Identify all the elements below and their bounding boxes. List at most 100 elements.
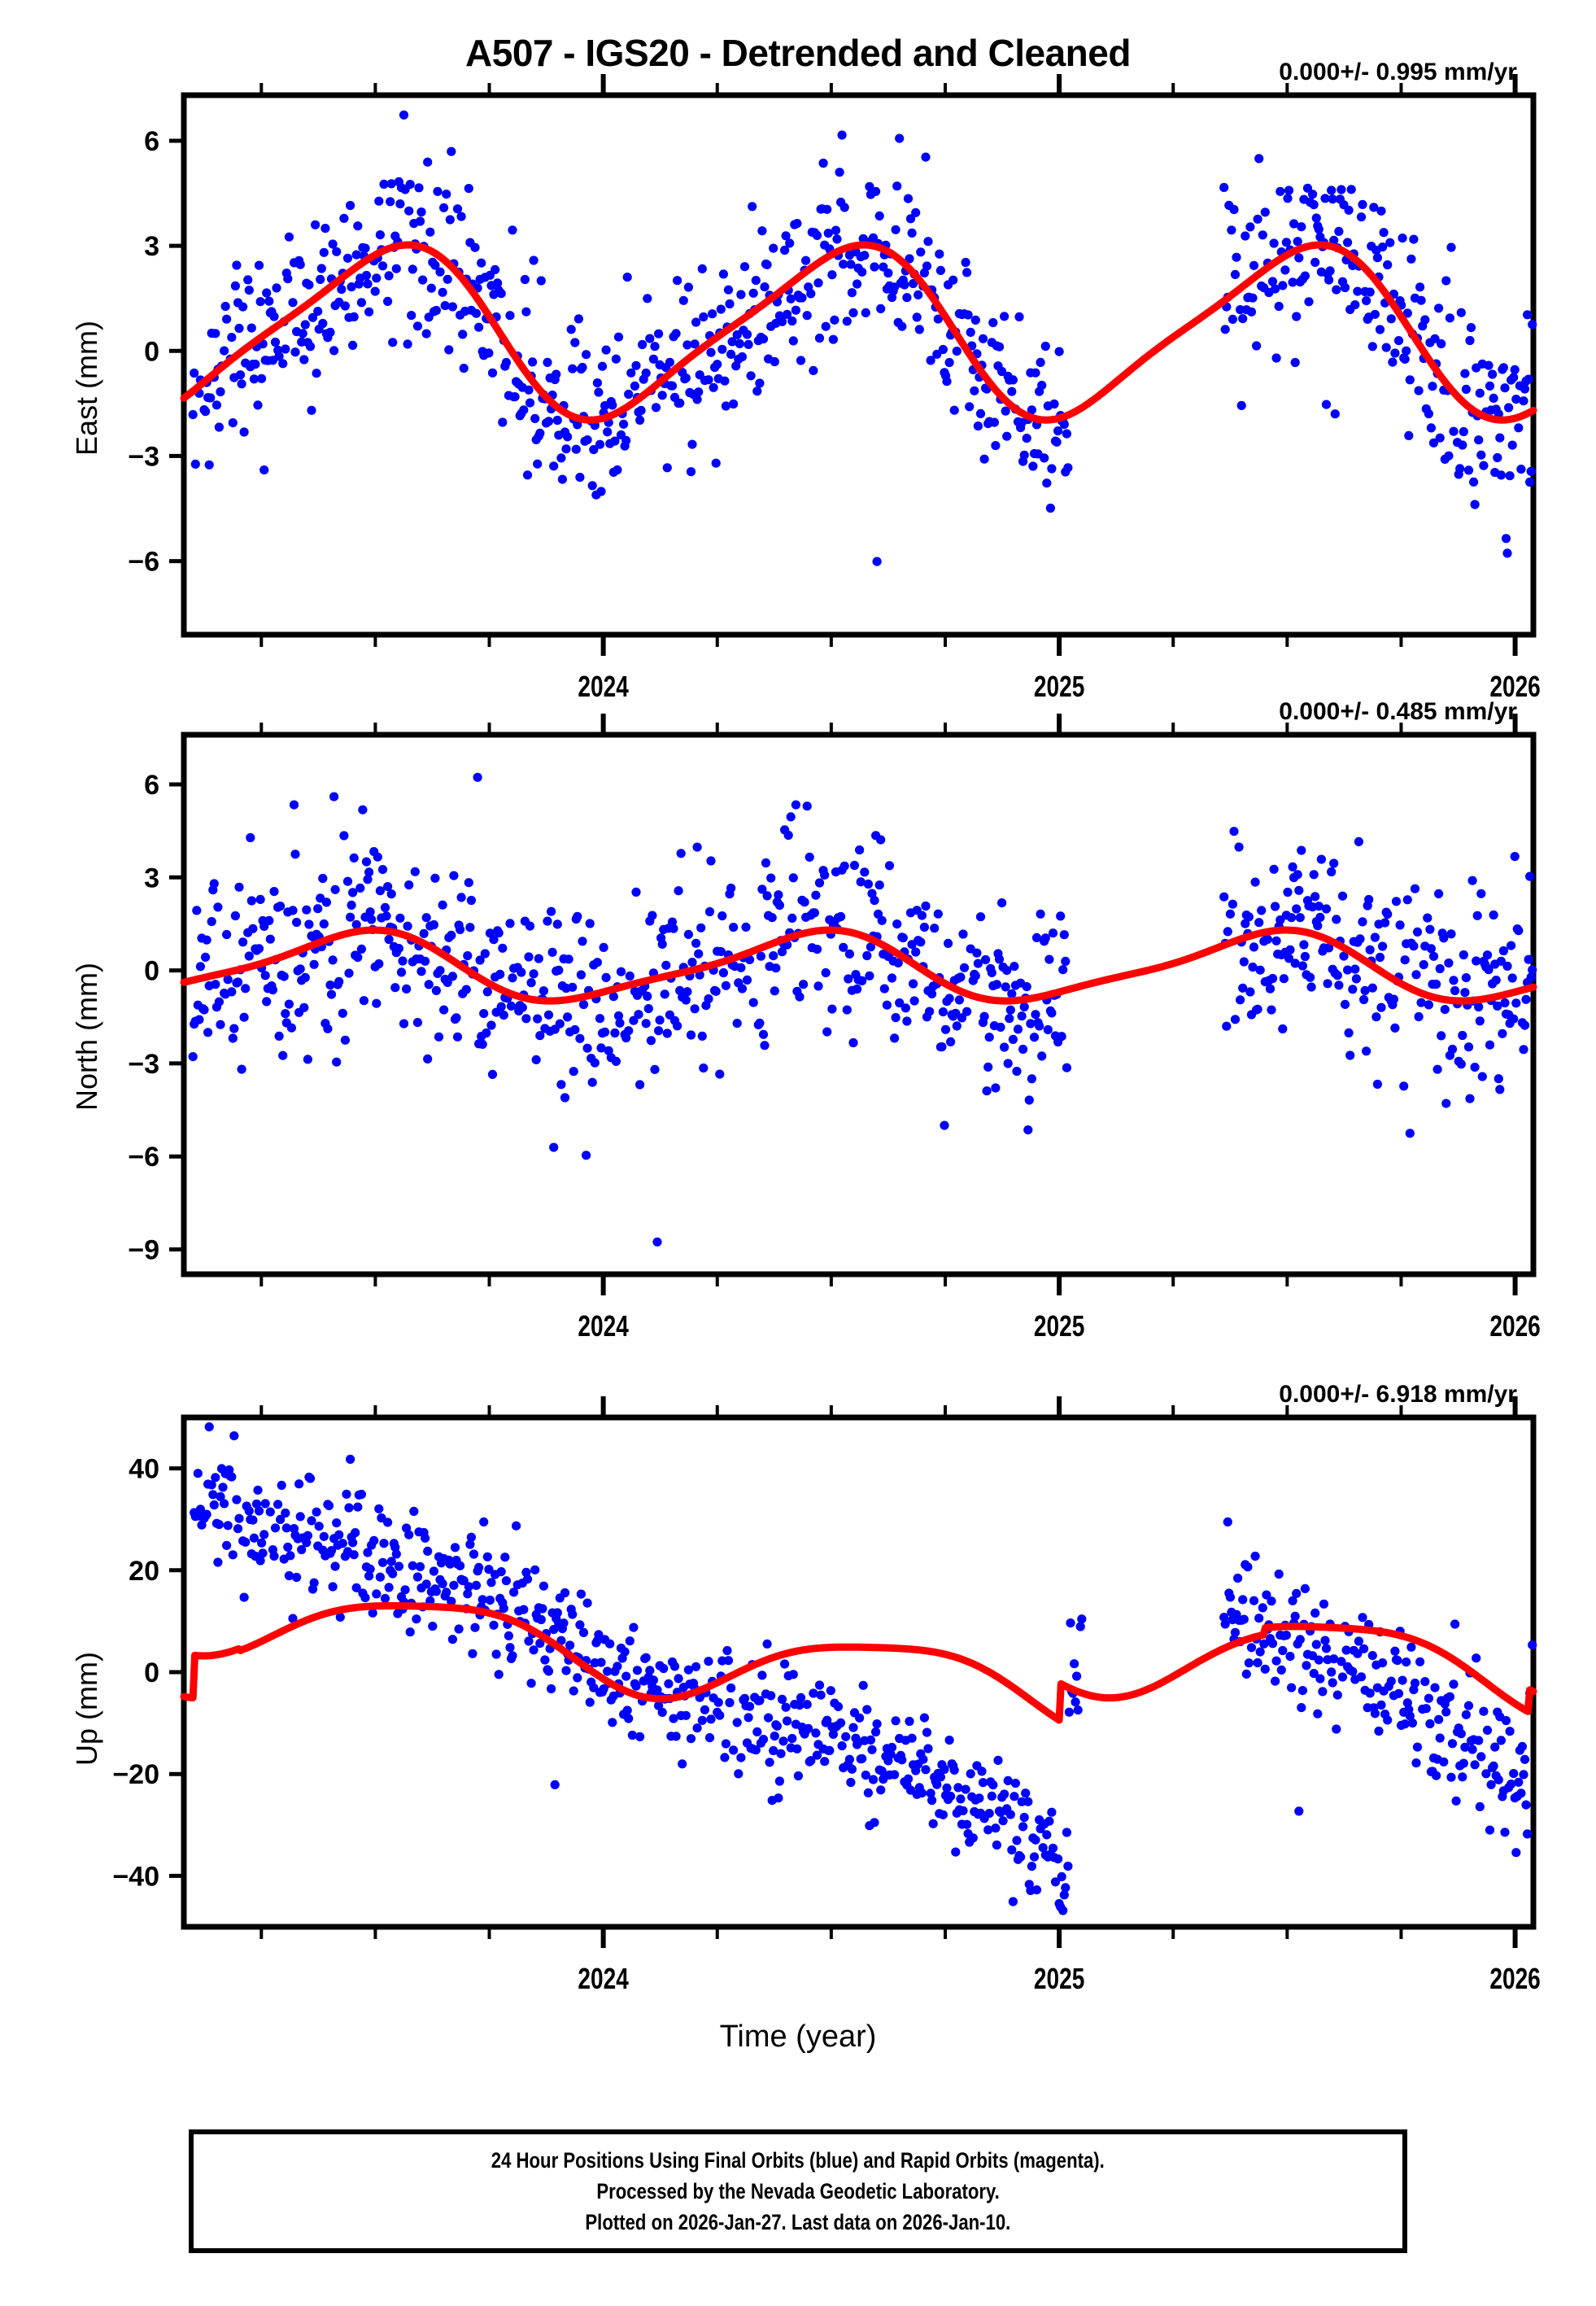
data-point bbox=[1022, 982, 1031, 992]
data-point bbox=[1412, 927, 1423, 937]
data-point bbox=[499, 335, 508, 345]
data-point bbox=[741, 1701, 751, 1710]
data-point bbox=[1012, 1067, 1022, 1077]
data-point bbox=[732, 1019, 742, 1029]
data-point bbox=[610, 436, 620, 446]
data-point bbox=[458, 330, 468, 339]
data-point bbox=[1262, 934, 1271, 944]
data-point bbox=[886, 947, 896, 957]
data-point bbox=[902, 1016, 912, 1026]
data-point bbox=[839, 260, 848, 269]
data-point bbox=[1393, 1688, 1404, 1698]
data-point bbox=[1343, 1662, 1353, 1671]
data-point bbox=[208, 373, 218, 382]
data-point bbox=[1498, 365, 1507, 374]
data-point bbox=[1404, 430, 1414, 441]
data-point bbox=[536, 994, 546, 1004]
data-point bbox=[884, 1770, 895, 1780]
data-point bbox=[412, 954, 421, 964]
data-point bbox=[370, 962, 380, 972]
data-point bbox=[559, 954, 569, 963]
data-point bbox=[1050, 1031, 1061, 1041]
data-point bbox=[734, 978, 743, 988]
data-point bbox=[295, 964, 305, 974]
data-point bbox=[213, 1557, 223, 1567]
data-point bbox=[725, 889, 735, 899]
data-point bbox=[987, 338, 996, 347]
data-point bbox=[777, 317, 787, 326]
data-point bbox=[243, 275, 253, 285]
data-point bbox=[556, 1636, 566, 1645]
data-point bbox=[671, 329, 681, 338]
data-point bbox=[233, 298, 243, 308]
data-point bbox=[737, 352, 748, 362]
data-point bbox=[358, 805, 368, 815]
data-point bbox=[861, 308, 870, 317]
data-point bbox=[745, 954, 755, 964]
data-point bbox=[849, 860, 860, 871]
data-point bbox=[209, 1500, 219, 1510]
data-point bbox=[718, 269, 729, 279]
data-point bbox=[756, 951, 766, 961]
data-point bbox=[1507, 1780, 1516, 1789]
data-point bbox=[962, 1819, 972, 1829]
data-point bbox=[1510, 1793, 1520, 1803]
data-point bbox=[1472, 1653, 1481, 1663]
data-point bbox=[826, 249, 835, 259]
data-point bbox=[1022, 434, 1031, 443]
data-point bbox=[424, 1601, 434, 1610]
data-point bbox=[862, 950, 872, 961]
data-point bbox=[491, 1570, 500, 1579]
data-point bbox=[648, 911, 657, 920]
data-point bbox=[616, 430, 626, 440]
data-point bbox=[1439, 385, 1449, 395]
data-point bbox=[1432, 1064, 1442, 1074]
data-point bbox=[909, 996, 919, 1006]
data-point bbox=[1414, 1011, 1424, 1022]
data-point bbox=[409, 1506, 419, 1516]
data-point bbox=[632, 392, 643, 403]
data-point bbox=[1021, 994, 1031, 1003]
data-point bbox=[1380, 1710, 1390, 1719]
data-point bbox=[576, 365, 587, 374]
data-point bbox=[983, 1062, 993, 1072]
data-point bbox=[1337, 891, 1348, 901]
data-point bbox=[1498, 946, 1508, 956]
data-point bbox=[988, 1780, 998, 1790]
data-point bbox=[806, 1756, 816, 1766]
data-point bbox=[1465, 1668, 1475, 1678]
data-point bbox=[1440, 1005, 1450, 1015]
data-point bbox=[860, 1736, 870, 1745]
data-point bbox=[445, 215, 455, 225]
data-point bbox=[732, 1718, 742, 1727]
data-point bbox=[1287, 913, 1297, 923]
data-point bbox=[356, 1489, 366, 1500]
data-point bbox=[425, 1596, 435, 1605]
data-point bbox=[294, 255, 304, 265]
data-point bbox=[1399, 1081, 1409, 1091]
data-point bbox=[1289, 1618, 1299, 1628]
data-point bbox=[1264, 976, 1274, 985]
data-point bbox=[545, 1026, 555, 1036]
data-point bbox=[1045, 1850, 1055, 1859]
data-point bbox=[765, 962, 774, 972]
data-point bbox=[902, 1780, 912, 1790]
data-point bbox=[592, 1636, 603, 1645]
data-point bbox=[982, 384, 992, 394]
data-point bbox=[370, 286, 380, 296]
data-point bbox=[1313, 921, 1323, 931]
data-point bbox=[1005, 1014, 1014, 1024]
data-point bbox=[1238, 983, 1248, 993]
data-point bbox=[1353, 286, 1363, 296]
data-point bbox=[485, 928, 495, 938]
data-point bbox=[289, 1524, 299, 1534]
data-point bbox=[608, 992, 618, 1002]
data-point bbox=[442, 190, 451, 199]
data-point bbox=[809, 908, 818, 918]
data-point bbox=[1498, 1786, 1508, 1796]
data-point bbox=[997, 898, 1007, 908]
data-point bbox=[1045, 503, 1055, 513]
data-point bbox=[1405, 1129, 1415, 1138]
data-point bbox=[1470, 1063, 1480, 1072]
data-point bbox=[912, 906, 922, 915]
